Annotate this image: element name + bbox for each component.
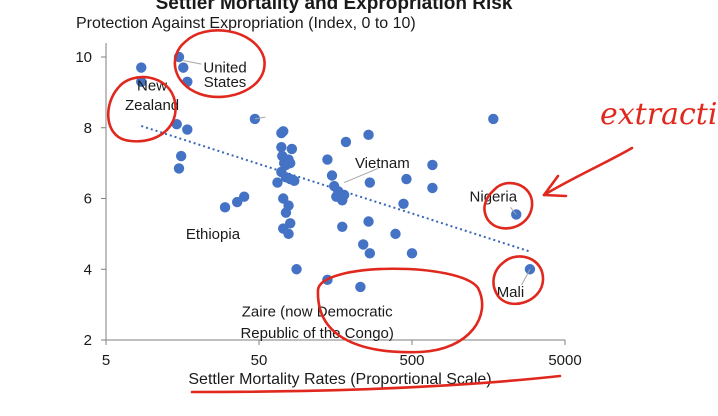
annotation-label: Vietnam <box>355 155 410 172</box>
data-point <box>283 228 294 240</box>
x-tick-label: 50 <box>251 352 268 369</box>
data-point <box>427 159 438 171</box>
annotation-label: Republic of the Congo) <box>240 325 393 342</box>
data-point <box>276 142 287 153</box>
annotation-leader <box>510 207 517 215</box>
data-point <box>289 175 300 187</box>
ink-underline <box>190 374 562 394</box>
data-point <box>390 228 401 240</box>
data-point <box>136 76 147 87</box>
x-axis-label: Settler Mortality Rates (Proportional Sc… <box>188 371 491 388</box>
data-point <box>326 170 338 181</box>
data-point <box>340 136 352 148</box>
data-point <box>285 157 296 169</box>
y-tick-label: 6 <box>84 191 92 208</box>
data-point <box>175 150 187 162</box>
annotation-leader <box>521 269 531 286</box>
annotation-label: Ethiopia <box>186 226 241 243</box>
ink-arrow-shaft <box>542 146 634 197</box>
ticks-group: 5 50 500 5000 2 4 6 8 10 <box>75 49 581 369</box>
annotation-leader <box>183 60 202 65</box>
ink-circle-new-zealand <box>106 75 177 143</box>
data-point <box>182 124 193 135</box>
data-point <box>355 281 366 293</box>
y-tick-label: 8 <box>84 120 92 137</box>
data-point <box>278 193 289 204</box>
data-point <box>363 216 374 227</box>
data-point <box>178 62 189 73</box>
data-point <box>338 189 350 201</box>
data-point <box>219 202 231 213</box>
data-point <box>406 248 418 259</box>
ink-circle-nigeria <box>483 181 534 230</box>
data-point <box>272 177 283 188</box>
annotation-label: Zealand <box>125 97 179 114</box>
data-point <box>398 198 409 210</box>
chart-subtitle: Protection Against Expropriation (Index,… <box>76 15 416 32</box>
ink-circle-united-states <box>173 29 266 99</box>
data-point <box>427 182 438 194</box>
ink-arrow-head <box>542 174 568 198</box>
annotation-leader <box>343 167 379 184</box>
data-point <box>136 62 147 73</box>
handwritten-extractive: extractive <box>600 97 718 132</box>
annotation-label: Mali <box>497 284 525 301</box>
y-tick-label: 10 <box>75 49 92 66</box>
annotation-label: Zaire (now Democratic <box>242 304 393 321</box>
annotation-label: States <box>204 74 247 91</box>
annotation-label: New <box>137 77 167 94</box>
data-point <box>278 126 289 137</box>
axes <box>105 43 565 341</box>
data-point <box>401 173 412 185</box>
y-tick-label: 2 <box>84 332 92 349</box>
annotation-leader <box>254 116 266 120</box>
data-point <box>337 221 348 232</box>
trendline-group <box>140 125 531 253</box>
data-point <box>291 264 302 275</box>
data-point <box>363 129 374 141</box>
ink-circle-zaire <box>316 267 484 354</box>
data-point <box>358 239 369 250</box>
x-tick-label: 500 <box>399 352 424 369</box>
trendline <box>140 125 531 253</box>
data-point <box>322 154 333 165</box>
data-point <box>364 177 376 188</box>
data-point <box>173 163 185 174</box>
data-point <box>280 207 292 218</box>
data-point <box>238 191 250 202</box>
x-tick-label: 5000 <box>548 352 581 369</box>
annotation-label: United <box>203 60 246 77</box>
chart-title: Settler Mortality and Expropriation Risk <box>156 0 513 14</box>
points-group <box>136 51 536 293</box>
data-point <box>364 248 376 259</box>
data-point <box>286 143 298 155</box>
y-tick-label: 4 <box>84 261 92 278</box>
data-point <box>488 113 499 125</box>
ink-circle-mali <box>492 255 545 306</box>
annotation-label: Nigeria <box>470 189 518 206</box>
handwritten-annotations: extractive <box>106 29 718 394</box>
x-tick-label: 5 <box>102 352 110 369</box>
